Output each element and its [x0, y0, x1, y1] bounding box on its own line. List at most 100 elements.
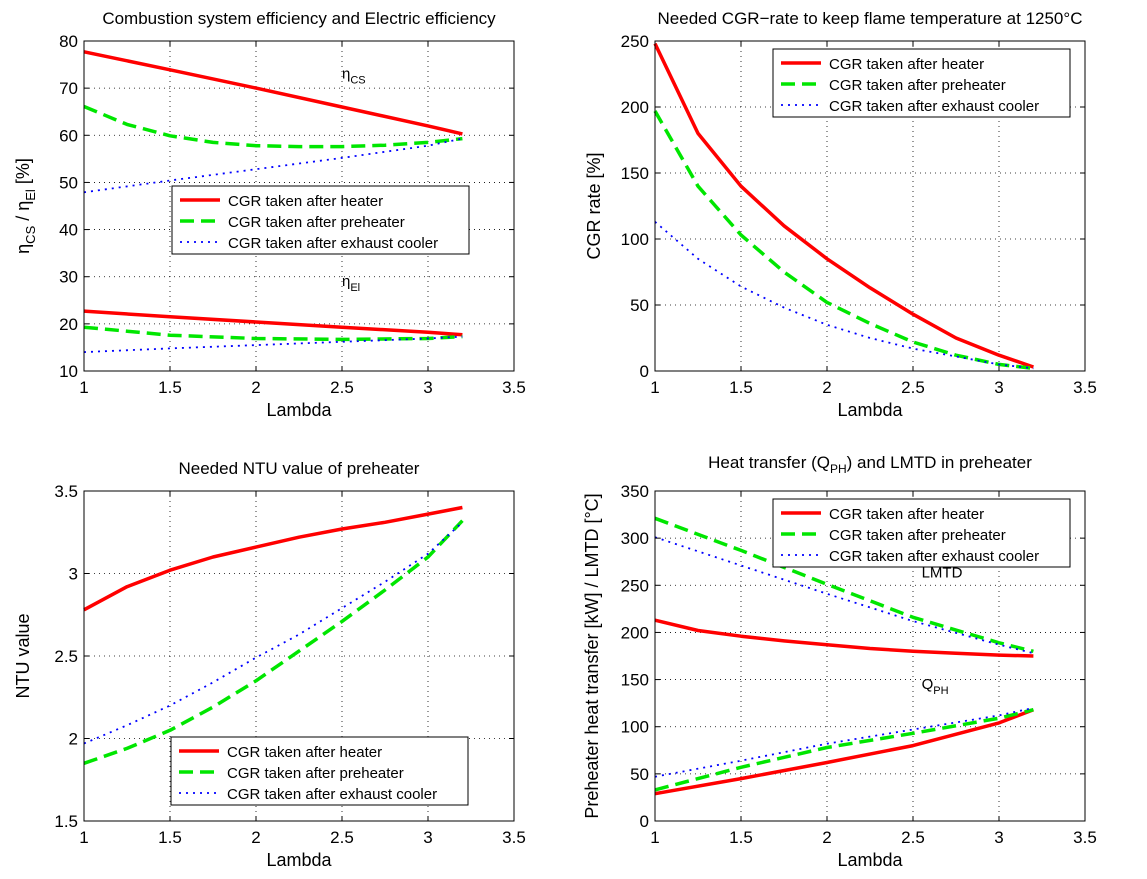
chart-title: Needed NTU value of preheater — [179, 459, 420, 478]
series-line-preheater — [83, 519, 464, 765]
series-line-preheater — [83, 104, 463, 149]
x-tick-label: 2.5 — [330, 828, 354, 847]
x-tick-label: 2 — [822, 378, 831, 397]
legend-label: CGR taken after heater — [829, 56, 984, 73]
legend-label: CGR taken after heater — [829, 506, 984, 523]
y-axis-label: ηCS / ηEl [%] — [13, 158, 38, 254]
axes-frame — [83, 40, 515, 372]
legend-box — [170, 736, 469, 806]
series-line-heater — [83, 50, 463, 136]
y-tick-label: 2.5 — [54, 647, 78, 666]
y-tick-label: 250 — [621, 576, 649, 595]
chart-combustion-efficiency: 1 1.5 2 2.5 3 3.5 10 20 30 40 50 60 70 80 Combustion s… — [13, 9, 526, 420]
legend-label: CGR taken after preheater — [228, 214, 405, 231]
series-line-exhaust — [83, 521, 464, 745]
legend-label: CGR taken after preheater — [829, 527, 1006, 544]
x-tick-label: 1.5 — [158, 828, 182, 847]
axes-frame — [654, 40, 1086, 372]
legend-box — [171, 185, 470, 255]
x-tick-label: 2.5 — [901, 828, 925, 847]
legend-label: CGR taken after exhaust cooler — [829, 98, 1039, 115]
x-tick-label: 1 — [79, 828, 88, 847]
x-tick-label: 1 — [650, 378, 659, 397]
y-tick-label: 1.5 — [54, 812, 78, 831]
x-tick-label: 1.5 — [158, 378, 182, 397]
chart-title: Heat transfer (QPH) and LMTD in preheate… — [708, 453, 1032, 476]
series-line-exhaust — [654, 707, 1034, 778]
x-tick-label: 3.5 — [502, 378, 526, 397]
y-tick-label: 2 — [69, 730, 78, 749]
y-tick-label: 350 — [621, 482, 649, 501]
y-tick-label: 200 — [621, 98, 649, 117]
y-axis-label: NTU value — [13, 613, 33, 698]
y-tick-label: 30 — [59, 268, 78, 287]
series-line-preheater — [653, 110, 1034, 371]
x-tick-label: 2 — [822, 828, 831, 847]
annotation-label: ηCS — [342, 66, 366, 87]
legend-label: CGR taken after exhaust cooler — [228, 235, 438, 252]
legend-box — [772, 48, 1071, 118]
y-tick-label: 80 — [59, 32, 78, 51]
x-tick-label: 2 — [251, 828, 260, 847]
x-tick-label: 3.5 — [1073, 828, 1097, 847]
series-line-exhaust — [654, 221, 1034, 370]
series-line-preheater — [654, 708, 1034, 792]
y-tick-label: 150 — [621, 164, 649, 183]
y-tick-label: 3 — [69, 565, 78, 584]
chart-title: Needed CGR−rate to keep flame temperatur… — [658, 9, 1083, 28]
series-line-heater — [654, 618, 1034, 658]
legend-label: CGR taken after heater — [228, 193, 383, 210]
y-tick-label: 0 — [640, 362, 649, 381]
series-line-exhaust — [83, 335, 463, 353]
y-axis-label: Preheater heat transfer [kW] / LMTD [°C] — [582, 493, 602, 818]
y-tick-label: 3.5 — [54, 482, 78, 501]
annotation-label: ηEl — [342, 273, 360, 294]
x-axis-label: Lambda — [837, 400, 903, 420]
chart-heat-transfer-lmtd: 1 1.5 2 2.5 3 3.5 0 50 100 150 200 250 300 350 Heat tr… — [582, 453, 1097, 870]
x-tick-label: 2 — [251, 378, 260, 397]
series-line-heater — [654, 708, 1035, 796]
legend-label: CGR taken after preheater — [829, 77, 1006, 94]
x-tick-label: 1.5 — [729, 378, 753, 397]
x-tick-label: 3.5 — [1073, 378, 1097, 397]
y-axis-label: CGR rate [%] — [584, 152, 604, 259]
y-tick-label: 100 — [621, 230, 649, 249]
annotation-label: LMTD — [922, 565, 963, 582]
y-tick-label: 50 — [630, 296, 649, 315]
y-tick-label: 150 — [621, 671, 649, 690]
y-tick-label: 250 — [621, 32, 649, 51]
y-tick-label: 20 — [59, 315, 78, 334]
y-tick-label: 50 — [630, 765, 649, 784]
legend-box — [772, 498, 1071, 568]
y-tick-label: 40 — [59, 221, 78, 240]
x-tick-label: 1 — [79, 378, 88, 397]
y-tick-label: 70 — [59, 79, 78, 98]
series-line-preheater — [83, 325, 463, 342]
legend-label: CGR taken after heater — [227, 744, 382, 761]
series-line-heater — [653, 42, 1034, 369]
chart-cgr-rate: 1 1.5 2 2.5 3 3.5 0 50 100 150 200 250 Needed CGR−ra… — [584, 9, 1097, 420]
x-tick-label: 2.5 — [901, 378, 925, 397]
legend-label: CGR taken after exhaust cooler — [829, 548, 1039, 565]
x-tick-label: 1 — [650, 828, 659, 847]
annotation-label: QPH — [922, 676, 949, 697]
x-tick-label: 2.5 — [330, 378, 354, 397]
x-tick-label: 3 — [423, 378, 432, 397]
legend-label: CGR taken after preheater — [227, 765, 404, 782]
x-axis-label: Lambda — [266, 400, 332, 420]
y-tick-label: 10 — [59, 362, 78, 381]
series-line-heater — [83, 505, 463, 612]
axes-frame — [654, 490, 1086, 822]
x-tick-label: 3.5 — [502, 828, 526, 847]
x-tick-label: 3 — [423, 828, 432, 847]
y-tick-label: 100 — [621, 718, 649, 737]
series-line-heater — [83, 309, 463, 337]
y-tick-label: 0 — [640, 812, 649, 831]
x-tick-label: 3 — [994, 378, 1003, 397]
x-axis-label: Lambda — [266, 850, 332, 870]
y-tick-label: 300 — [621, 529, 649, 548]
y-tick-label: 200 — [621, 623, 649, 642]
series-line-preheater — [654, 516, 1034, 653]
